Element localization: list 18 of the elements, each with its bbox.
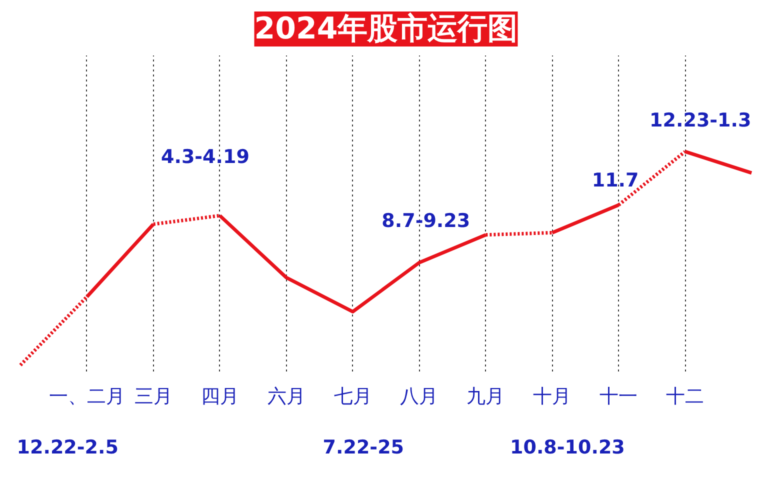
text: 10.8-10.23: [510, 436, 625, 458]
x-tick-label: 八月: [400, 386, 438, 408]
x-tick-label: 十一: [600, 386, 638, 408]
x-tick-label: 四月: [200, 386, 239, 408]
x-tick-label: 一、二月: [48, 386, 125, 408]
annotation: 4.3-4.19: [161, 146, 250, 168]
text: 12.23-1.3: [650, 110, 752, 132]
text: 12.22-2.5: [16, 436, 118, 458]
x-tick-label: 十月: [533, 386, 572, 408]
chart-title: 2024年股市运行图: [254, 12, 518, 46]
x-tick-label: 六月: [267, 386, 306, 408]
x-tick-label: 七月: [334, 386, 372, 408]
annotation: 8.7-9.23: [382, 210, 470, 232]
x-tick-label: 九月: [466, 386, 505, 408]
text: 7.22-25: [322, 436, 404, 458]
x-tick-label: 三月: [134, 386, 172, 408]
x-tick-label: 十二: [666, 386, 704, 408]
annotation: 11.7: [592, 169, 639, 192]
